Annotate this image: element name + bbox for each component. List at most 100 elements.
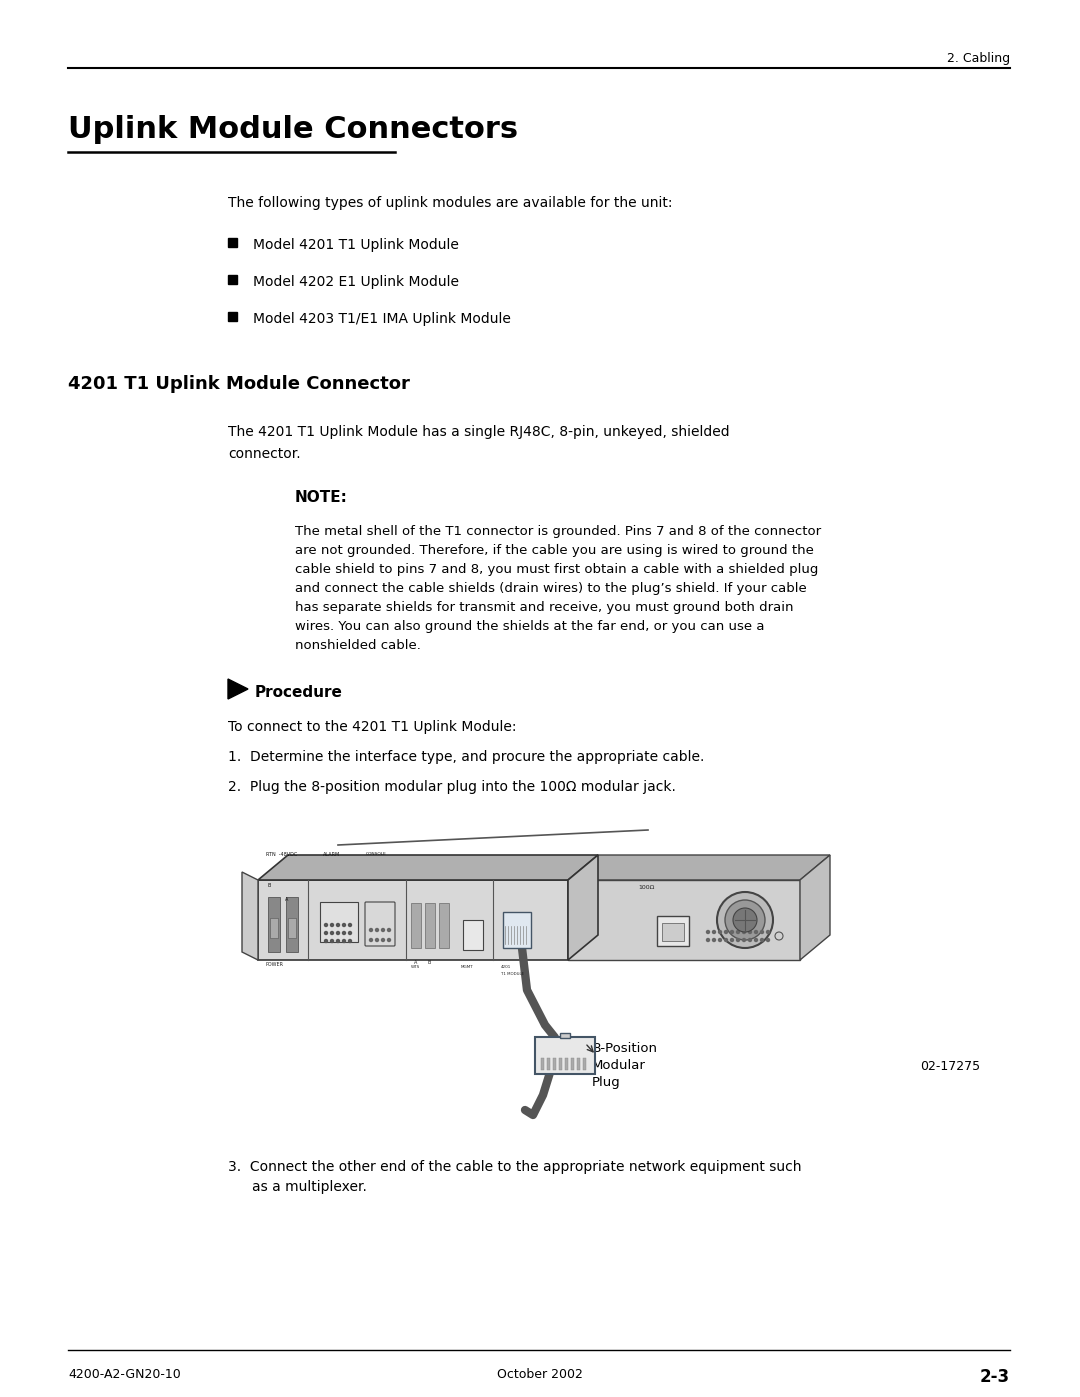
Text: RTN  -48VDC: RTN -48VDC: [266, 852, 297, 856]
Text: Procedure: Procedure: [255, 685, 342, 700]
Circle shape: [737, 930, 740, 933]
Text: Model 4201 T1 Uplink Module: Model 4201 T1 Uplink Module: [253, 237, 459, 251]
Circle shape: [725, 930, 728, 933]
Bar: [561, 1032, 570, 1038]
Circle shape: [717, 893, 773, 949]
Polygon shape: [568, 880, 800, 960]
Circle shape: [349, 932, 351, 935]
Bar: [583, 1058, 586, 1070]
Bar: [662, 923, 684, 942]
Text: 1.  Determine the interface type, and procure the appropriate cable.: 1. Determine the interface type, and pro…: [228, 750, 704, 764]
Bar: [553, 1058, 556, 1070]
Circle shape: [342, 923, 346, 926]
Text: The metal shell of the T1 connector is grounded. Pins 7 and 8 of the connector: The metal shell of the T1 connector is g…: [295, 525, 821, 538]
Text: 2-3: 2-3: [980, 1368, 1010, 1386]
Circle shape: [730, 939, 733, 942]
Circle shape: [725, 900, 765, 940]
Text: and connect the cable shields (drain wires) to the plug’s shield. If your cable: and connect the cable shields (drain wir…: [295, 583, 807, 595]
Bar: [228, 275, 237, 284]
Circle shape: [324, 940, 327, 943]
FancyBboxPatch shape: [463, 921, 483, 950]
Circle shape: [324, 932, 327, 935]
Circle shape: [706, 930, 710, 933]
Circle shape: [718, 930, 721, 933]
Text: 8-Position: 8-Position: [592, 1042, 657, 1055]
Text: October 2002: October 2002: [497, 1368, 583, 1382]
Bar: [438, 902, 449, 949]
Text: 4200-A2-GN20-10: 4200-A2-GN20-10: [68, 1368, 180, 1382]
Text: cable shield to pins 7 and 8, you must first obtain a cable with a shielded plug: cable shield to pins 7 and 8, you must f…: [295, 563, 819, 576]
Text: 3.  Connect the other end of the cable to the appropriate network equipment such: 3. Connect the other end of the cable to…: [228, 1160, 801, 1173]
Bar: [228, 312, 237, 321]
Circle shape: [713, 939, 715, 942]
Circle shape: [748, 930, 752, 933]
Text: 02-17275: 02-17275: [920, 1060, 981, 1073]
Circle shape: [730, 930, 733, 933]
Polygon shape: [258, 880, 568, 960]
Circle shape: [760, 930, 764, 933]
Text: A: A: [285, 897, 288, 902]
Bar: [268, 897, 280, 951]
Text: T1 MODULE: T1 MODULE: [501, 972, 524, 977]
Circle shape: [349, 923, 351, 926]
Bar: [320, 902, 357, 942]
Text: Uplink Module Connectors: Uplink Module Connectors: [68, 115, 518, 144]
Bar: [228, 237, 237, 247]
FancyBboxPatch shape: [365, 902, 395, 946]
Circle shape: [713, 930, 715, 933]
Circle shape: [755, 939, 757, 942]
Circle shape: [342, 932, 346, 935]
Text: B: B: [267, 883, 270, 888]
Bar: [426, 902, 435, 949]
Text: To connect to the 4201 T1 Uplink Module:: To connect to the 4201 T1 Uplink Module:: [228, 719, 516, 733]
Text: connector.: connector.: [228, 447, 300, 461]
Circle shape: [743, 930, 745, 933]
Circle shape: [330, 923, 334, 926]
Circle shape: [369, 929, 373, 932]
Circle shape: [767, 930, 769, 933]
Circle shape: [337, 932, 339, 935]
Bar: [411, 902, 421, 949]
Text: are not grounded. Therefore, if the cable you are using is wired to ground the: are not grounded. Therefore, if the cabl…: [295, 543, 814, 557]
Circle shape: [330, 940, 334, 943]
Circle shape: [337, 923, 339, 926]
Bar: [270, 918, 278, 937]
FancyBboxPatch shape: [535, 1037, 595, 1073]
Circle shape: [388, 929, 391, 932]
Text: 100Ω: 100Ω: [638, 886, 654, 890]
Circle shape: [755, 930, 757, 933]
Bar: [541, 1058, 544, 1070]
Text: has separate shields for transmit and receive, you must ground both drain: has separate shields for transmit and re…: [295, 601, 794, 615]
Text: 2.  Plug the 8-position modular plug into the 100Ω modular jack.: 2. Plug the 8-position modular plug into…: [228, 780, 676, 793]
Text: 4201 T1 Uplink Module Connector: 4201 T1 Uplink Module Connector: [68, 374, 410, 393]
Text: NOTE:: NOTE:: [295, 490, 348, 504]
Bar: [571, 1058, 573, 1070]
Polygon shape: [568, 855, 831, 880]
Text: Model 4203 T1/E1 IMA Uplink Module: Model 4203 T1/E1 IMA Uplink Module: [253, 312, 511, 326]
Circle shape: [381, 939, 384, 942]
Text: Model 4202 E1 Uplink Module: Model 4202 E1 Uplink Module: [253, 275, 459, 289]
Circle shape: [337, 940, 339, 943]
Bar: [546, 1058, 550, 1070]
Text: CONSOLE: CONSOLE: [366, 852, 387, 856]
Circle shape: [733, 908, 757, 932]
Circle shape: [330, 932, 334, 935]
Circle shape: [342, 940, 346, 943]
Bar: [288, 918, 296, 937]
Text: 4201: 4201: [501, 965, 511, 970]
Polygon shape: [258, 855, 598, 880]
Text: nonshielded cable.: nonshielded cable.: [295, 638, 421, 652]
FancyBboxPatch shape: [503, 912, 531, 949]
Polygon shape: [568, 855, 598, 960]
Circle shape: [324, 923, 327, 926]
Text: The following types of uplink modules are available for the unit:: The following types of uplink modules ar…: [228, 196, 673, 210]
Circle shape: [376, 929, 378, 932]
Circle shape: [718, 939, 721, 942]
Circle shape: [376, 939, 378, 942]
Text: wires. You can also ground the shields at the far end, or you can use a: wires. You can also ground the shields a…: [295, 620, 765, 633]
Circle shape: [743, 939, 745, 942]
Circle shape: [748, 939, 752, 942]
Circle shape: [369, 939, 373, 942]
Text: A: A: [414, 960, 417, 965]
Text: Modular: Modular: [592, 1059, 646, 1071]
